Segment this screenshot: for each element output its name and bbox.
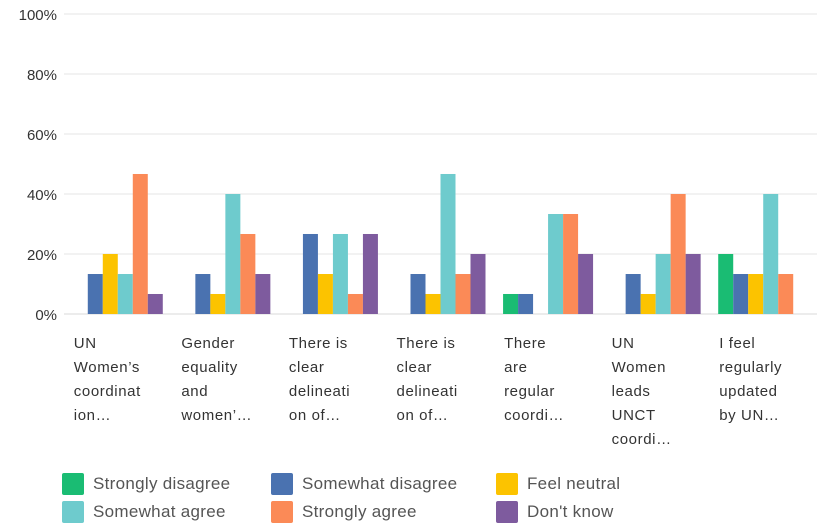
y-tick-label: 60% xyxy=(27,127,57,144)
x-tick-label-line: by UN… xyxy=(719,407,780,424)
bar xyxy=(317,274,333,314)
legend-swatch xyxy=(62,473,84,495)
x-tick-label: Gender equality and women’… xyxy=(181,332,252,428)
bar xyxy=(117,274,133,314)
bar xyxy=(240,233,256,314)
bar xyxy=(132,173,148,314)
bar xyxy=(102,254,118,314)
y-tick-label: 20% xyxy=(27,247,57,264)
bar xyxy=(563,214,579,314)
legend-swatch xyxy=(271,473,293,495)
bar xyxy=(347,293,363,314)
legend-item: Feel neutral xyxy=(496,473,696,495)
x-tick-label-line: on of… xyxy=(288,407,341,424)
x-tick-label-line: clear xyxy=(396,359,433,376)
legend-item: Somewhat disagree xyxy=(271,473,496,495)
legend-label: Somewhat agree xyxy=(93,502,226,521)
x-tick-label-line: coordinat xyxy=(73,383,141,400)
bar xyxy=(332,233,348,314)
x-tick-label: UN Women’s coordinat ion… xyxy=(74,332,141,428)
bar xyxy=(470,254,486,314)
bar xyxy=(455,274,471,314)
bar xyxy=(548,214,564,314)
x-tick-label-line: UN xyxy=(611,335,635,352)
bar xyxy=(685,254,701,314)
bar xyxy=(718,254,734,314)
x-tick-label-line: leads xyxy=(611,383,651,400)
x-tick-label-line: clear xyxy=(288,359,325,376)
legend-swatch xyxy=(62,501,84,523)
bar xyxy=(763,194,779,314)
x-tick-label: There is clear delineati on of… xyxy=(289,332,350,428)
legend-swatch xyxy=(271,501,293,523)
x-tick-label-line: UNCT xyxy=(611,407,656,424)
bar xyxy=(302,233,318,314)
x-tick-label-line: updated xyxy=(719,383,778,400)
bar xyxy=(655,254,671,314)
legend-item: Somewhat agree xyxy=(62,501,271,523)
legend-item: Strongly disagree xyxy=(62,473,271,495)
legend-label: Strongly disagree xyxy=(93,474,231,493)
legend-swatch xyxy=(496,501,518,523)
x-tick-label-line: and xyxy=(181,383,209,400)
bar xyxy=(225,194,241,314)
bar xyxy=(518,293,534,314)
x-tick-label-line: delineati xyxy=(396,383,458,400)
x-tick-label-line: are xyxy=(504,359,528,376)
x-tick-label-line: women’… xyxy=(181,407,253,424)
bar xyxy=(625,274,641,314)
x-tick-label-line: ion… xyxy=(73,407,112,424)
bar xyxy=(733,274,749,314)
legend: Strongly disagree Somewhat disagree Feel n… xyxy=(62,470,802,526)
x-tick-label-line: delineati xyxy=(288,383,351,400)
x-tick-label-line: UN xyxy=(73,335,97,352)
legend-label: Somewhat disagree xyxy=(302,474,458,493)
x-tick-label: There are regular coordi… xyxy=(504,332,564,428)
y-tick-label: 0% xyxy=(35,307,57,324)
bar xyxy=(410,274,426,314)
x-tick-label-line: coordi… xyxy=(611,431,672,448)
x-tick-label-line: Women’s xyxy=(73,359,140,376)
x-tick-label-line: regular xyxy=(504,383,555,400)
x-tick-label-line: There xyxy=(504,335,547,352)
x-tick-label-line: on of… xyxy=(396,407,449,424)
legend-label: Strongly agree xyxy=(302,502,417,521)
bar xyxy=(147,293,163,314)
legend-item: Strongly agree xyxy=(271,501,496,523)
bar xyxy=(87,274,103,314)
x-tick-label: UN Women leads UNCT coordi… xyxy=(612,332,672,452)
legend-row: Strongly disagree Somewhat disagree Feel n… xyxy=(62,470,802,498)
bar xyxy=(578,254,594,314)
x-tick-label: There is clear delineati on of… xyxy=(397,332,458,428)
x-tick-label: I feel regularly updated by UN… xyxy=(719,332,782,428)
bar xyxy=(425,293,441,314)
y-tick-label: 40% xyxy=(27,187,57,204)
bar xyxy=(503,293,519,314)
y-tick-label: 100% xyxy=(19,7,57,24)
x-tick-label-line: regularly xyxy=(719,359,783,376)
legend-label: Don't know xyxy=(527,502,614,521)
y-tick-label: 80% xyxy=(27,67,57,84)
bar xyxy=(670,194,686,314)
x-tick-label-line: Gender xyxy=(181,335,235,352)
bar xyxy=(440,173,456,314)
x-tick-label-line: Women xyxy=(611,359,667,376)
legend-item: Don't know xyxy=(496,501,696,523)
bar xyxy=(748,274,764,314)
x-tick-label-line: coordi… xyxy=(504,407,565,424)
bar xyxy=(195,274,211,314)
bar xyxy=(362,233,378,314)
x-tick-label-line: equality xyxy=(181,359,238,376)
bar xyxy=(640,293,656,314)
bar xyxy=(210,293,226,314)
legend-row: Somewhat agree Strongly agree Don't know xyxy=(62,498,802,526)
bar xyxy=(255,274,271,314)
legend-label: Feel neutral xyxy=(527,474,621,493)
legend-swatch xyxy=(496,473,518,495)
x-tick-label-line: I feel xyxy=(719,335,756,352)
x-tick-label-line: There is xyxy=(396,335,456,352)
bar xyxy=(778,274,794,314)
x-tick-label-line: There is xyxy=(288,335,348,352)
